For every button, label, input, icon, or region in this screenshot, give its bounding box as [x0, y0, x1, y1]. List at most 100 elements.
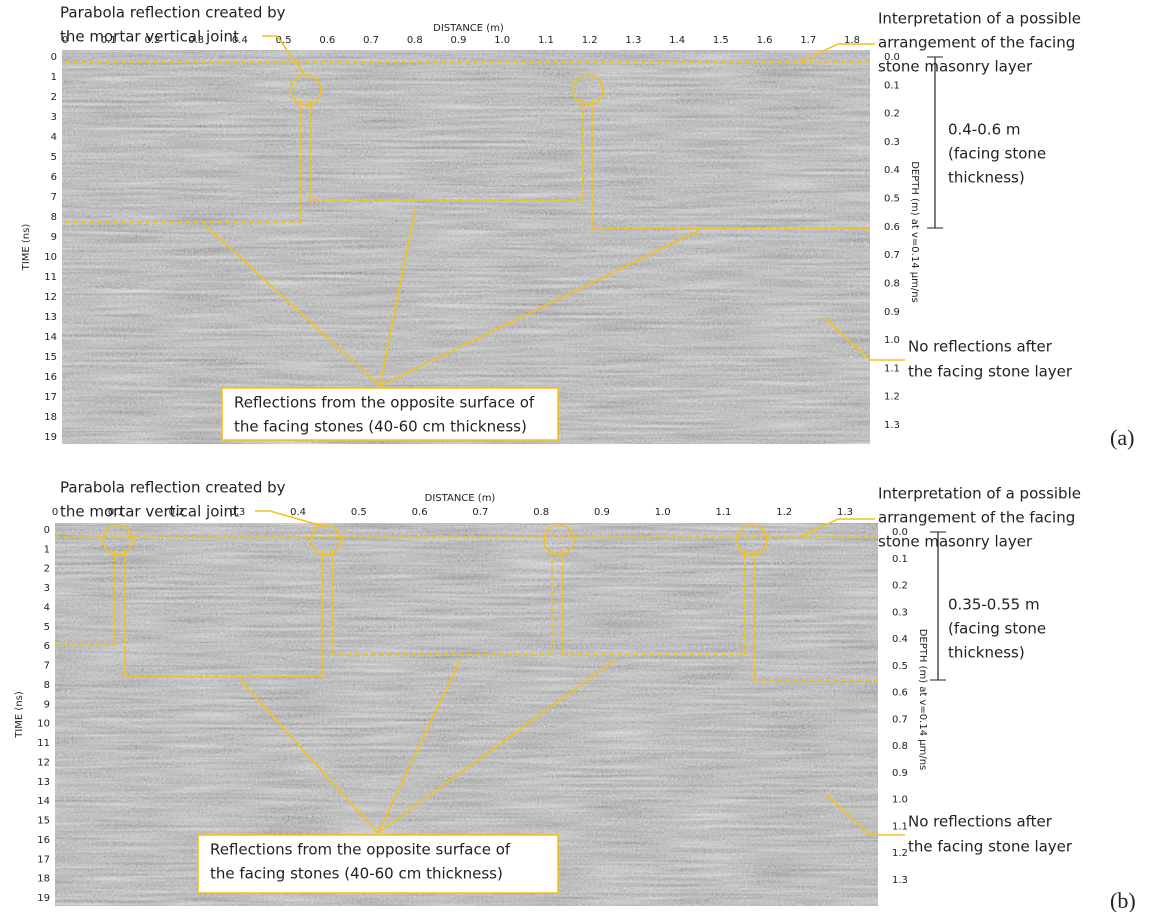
- y-tick-label: 5: [51, 152, 57, 163]
- y-tick-label: 3: [51, 112, 57, 123]
- reflection-note: Reflections from the opposite surface of: [234, 394, 535, 412]
- y-tick-label: 10: [44, 252, 57, 263]
- y-tick-label: 13: [37, 777, 50, 788]
- interpretation-note: stone masonry layer: [878, 533, 1033, 551]
- y-tick-label: 8: [51, 212, 57, 223]
- y-tick-label: 0: [44, 525, 50, 536]
- x-tick-label: 0.5: [351, 507, 367, 518]
- x-tick-label: 0.8: [407, 35, 423, 46]
- x-tick-label: 0.7: [472, 507, 488, 518]
- y-tick-label: 1: [51, 72, 57, 83]
- no-reflection-note: No reflections after: [908, 813, 1053, 831]
- parabola-note: Parabola reflection created by: [60, 4, 286, 22]
- y2-tick-label: 1.0: [884, 335, 900, 346]
- thickness-note: 0.4-0.6 m: [948, 121, 1021, 139]
- thickness-note: thickness): [948, 644, 1025, 662]
- x-tick-label: 1.5: [713, 35, 729, 46]
- y2-tick-label: 0.4: [884, 165, 900, 176]
- y-tick-label: 12: [37, 757, 50, 768]
- y-tick-label: 19: [37, 893, 50, 904]
- y-tick-label: 16: [37, 835, 50, 846]
- reflection-note: the facing stones (40-60 cm thickness): [234, 418, 527, 436]
- y-tick-label: 13: [44, 312, 57, 323]
- y-tick-label: 14: [37, 796, 50, 807]
- figure: DISTANCE (m) 0 0.1 0.2 0.3 0.4 0.5 0.6 0.7 0.8 0.9…: [0, 0, 1158, 912]
- no-reflection-note: the facing stone layer: [908, 838, 1073, 856]
- thickness-note: 0.35-0.55 m: [948, 596, 1040, 614]
- y-tick-label: 16: [44, 372, 57, 383]
- parabola-note: the mortar vertical joint: [60, 28, 239, 46]
- no-reflection-note: No reflections after: [908, 338, 1053, 356]
- y2-tick-label: 1.1: [884, 363, 900, 374]
- y2-tick-label: 0.8: [884, 278, 900, 289]
- y2-tick-label: 0.7: [884, 250, 900, 261]
- y2-tick-label: 0.5: [884, 194, 900, 205]
- y2-tick-label: 0.7: [892, 714, 908, 725]
- y-tick-label: 15: [44, 352, 57, 363]
- x-tick-label: 1.0: [655, 507, 671, 518]
- y2-tick-label: 1.0: [892, 795, 908, 806]
- x-tick-label: 0.6: [412, 507, 428, 518]
- y2-tick-label: 0.6: [884, 222, 900, 233]
- y-tick-label: 17: [37, 854, 50, 865]
- y-tick-label: 8: [44, 680, 50, 691]
- y-tick-label: 14: [44, 332, 57, 343]
- x-axis-title: DISTANCE (m): [425, 493, 496, 504]
- x-tick-label: 1.2: [776, 507, 792, 518]
- y2-tick-label: 1.3: [892, 875, 908, 886]
- x-tick-label: 0.7: [363, 35, 379, 46]
- y2-axis-title: DEPTH (m) at v=0.14 μm/ns: [917, 629, 928, 771]
- x-tick-label: 1.0: [494, 35, 510, 46]
- y2-tick-label: 1.1: [892, 821, 908, 832]
- panel-label: (a): [1110, 425, 1134, 450]
- thickness-note: (facing stone: [948, 145, 1046, 163]
- x-tick-label: 1.7: [800, 35, 816, 46]
- x-tick-label: 1.3: [625, 35, 641, 46]
- y-axis-title: TIME (ns): [21, 224, 32, 272]
- x-tick-label: 1.1: [538, 35, 554, 46]
- panel-label: (b): [1110, 888, 1136, 912]
- reflection-note: Reflections from the opposite surface of: [210, 841, 511, 859]
- x-tick-label: 0.4: [290, 507, 306, 518]
- y2-tick-label: 0.1: [884, 80, 900, 91]
- y-tick-label: 17: [44, 392, 57, 403]
- y2-tick-label: 1.2: [884, 392, 900, 403]
- x-tick-label: 0.6: [319, 35, 335, 46]
- y2-axis-title: DEPTH (m) at v=0.14 μm/ns: [909, 161, 920, 303]
- y-tick-label: 2: [51, 92, 57, 103]
- y2-tick-label: 0.4: [892, 634, 908, 645]
- x-tick-label: 1.2: [582, 35, 598, 46]
- y2-tick-label: 0.6: [892, 688, 908, 699]
- y-axis-title: TIME (ns): [14, 691, 25, 739]
- y2-tick-label: 0.3: [892, 607, 908, 618]
- reflection-note: the facing stones (40-60 cm thickness): [210, 865, 503, 883]
- y-tick-label: 7: [44, 661, 50, 672]
- y-tick-label: 5: [44, 622, 50, 633]
- y2-tick-label: 0.2: [892, 581, 908, 592]
- y-tick-label: 2: [44, 564, 50, 575]
- y-tick-label: 11: [44, 272, 57, 283]
- x-tick-label: 0: [52, 507, 58, 518]
- thickness-note: thickness): [948, 169, 1025, 187]
- y-tick-label: 19: [44, 432, 57, 443]
- interpretation-note: Interpretation of a possible: [878, 10, 1081, 28]
- y2-tick-label: 1.2: [892, 848, 908, 859]
- x-tick-label: 1.3: [837, 507, 853, 518]
- y-tick-label: 15: [37, 816, 50, 827]
- x-tick-label: 0.9: [594, 507, 610, 518]
- y2-tick-label: 0.3: [884, 137, 900, 148]
- parabola-note: Parabola reflection created by: [60, 479, 286, 497]
- y-tick-label: 6: [51, 172, 57, 183]
- parabola-note: the mortar vertical joint: [60, 503, 239, 521]
- y-tick-label: 18: [37, 874, 50, 885]
- no-reflection-note: the facing stone layer: [908, 363, 1073, 381]
- y2-tick-label: 0.1: [892, 554, 908, 565]
- x-tick-label: 1.1: [716, 507, 732, 518]
- y-tick-label: 12: [44, 292, 57, 303]
- y-tick-label: 18: [44, 412, 57, 423]
- y2-tick-label: 0.8: [892, 741, 908, 752]
- y-tick-label: 6: [44, 641, 50, 652]
- y-tick-label: 7: [51, 192, 57, 203]
- y-tick-label: 3: [44, 583, 50, 594]
- y-tick-label: 1: [44, 544, 50, 555]
